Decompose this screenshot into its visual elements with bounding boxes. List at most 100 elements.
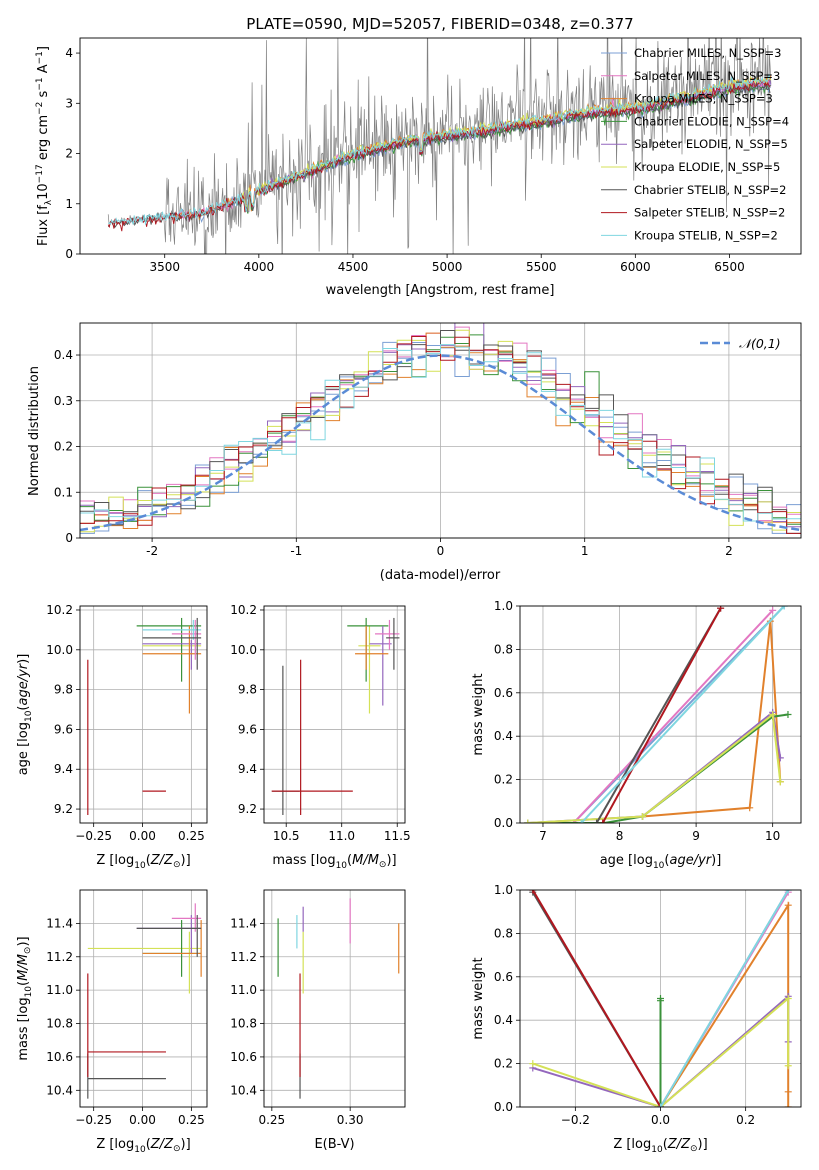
mass-vs-EBV-panel: 0.25 0.30 10.4 10.6 10.8 11.0 11.2 11.4 E(B-V) <box>230 889 406 1152</box>
label-fragment: ( <box>146 1137 151 1152</box>
label-fragment: 10 <box>24 986 34 998</box>
weight-line <box>659 890 790 1107</box>
weight-line <box>642 621 782 818</box>
x-tick-label: -2 <box>146 544 158 558</box>
legend-entry: Chabrier ELODIE, N_SSP=4 <box>634 114 789 128</box>
x-tick-label: 11.5 <box>384 829 411 843</box>
y-tick-label: 10.2 <box>230 603 257 617</box>
histogram-kroupa-stelib <box>80 344 801 522</box>
label-fragment: ] <box>36 46 51 51</box>
spectrum-plot-area <box>107 38 772 254</box>
label-fragment: age [log <box>16 722 31 775</box>
y-tick-label: 1.0 <box>494 883 513 897</box>
model-spectrum-chabrier-stelib <box>107 81 771 229</box>
label-fragment: 10 <box>134 1145 146 1155</box>
weight-marker <box>717 606 725 612</box>
y-tick-label: 10.8 <box>230 1017 257 1031</box>
label-fragment: ⊙ <box>379 860 387 870</box>
x-tick-label: 3500 <box>149 260 180 274</box>
label-fragment: ( <box>664 853 669 868</box>
x-tick-label: 9 <box>692 829 700 843</box>
y-tick-label: 9.4 <box>54 762 73 776</box>
legend-entry: 𝒩(0,1) <box>739 336 781 351</box>
weight-line <box>659 901 790 1107</box>
y-tick-label: 11.2 <box>46 950 73 964</box>
weight-marker <box>784 890 792 894</box>
x-tick-label: 0.2 <box>736 1113 755 1127</box>
legend-entry: Salpeter STELIB, N_SSP=2 <box>634 206 785 220</box>
y-axis-label: age [log10(age/yr)] <box>16 654 34 776</box>
age-vs-Z-panel: −0.25 0.00 0.259.29.49.69.810.010.2Z [log1… <box>16 603 208 871</box>
model-spectrum-kroupa-stelib <box>107 73 771 226</box>
label-fragment: )] <box>698 1137 708 1152</box>
x-tick-label: −0.2 <box>561 1113 590 1127</box>
y-tick-label: 9.8 <box>54 683 73 697</box>
histogram-chabrier-stelib <box>80 330 801 534</box>
label-fragment: )] <box>711 853 721 868</box>
mass-vs-Z-plot-area <box>87 903 202 1099</box>
y-tick-label: 0 <box>65 531 73 545</box>
x-tick-label: 10.5 <box>273 829 300 843</box>
y-axis-label: mass weight <box>471 957 486 1039</box>
x-tick-label: 8 <box>616 829 624 843</box>
label-fragment: M/M <box>16 954 31 981</box>
label-fragment: Normed distribution <box>27 366 42 496</box>
x-axis-label: age [log10(age/yr)] <box>600 853 722 871</box>
y-axis-label: mass weight <box>471 673 486 755</box>
x-tick-label: -1 <box>290 544 302 558</box>
spectrum-panel: 3500 4000 4500 5000 5500 6000 6500 0 1 2 3 4 Chabrie… <box>35 37 802 298</box>
y-tick-label: 0.1 <box>54 485 73 499</box>
y-axis-label: mass [log10(M/M⊙)] <box>16 936 34 1060</box>
spectrum-legend: Chabrier MILES, N_SSP=3 Salpeter MILES, N… <box>601 46 789 242</box>
label-fragment: mass weight <box>471 957 486 1039</box>
weight-marker <box>529 1060 537 1068</box>
label-fragment: erg cm <box>36 115 51 164</box>
label-fragment: ( <box>347 853 352 868</box>
label-fragment: ⊙ <box>173 1144 181 1154</box>
label-fragment: 10 <box>36 183 51 200</box>
y-tick-label: 3 <box>65 96 73 110</box>
y-tick-label: 9.6 <box>54 722 73 736</box>
label-fragment: mass [log <box>272 853 335 868</box>
label-fragment: )] <box>181 1137 191 1152</box>
y-tick-label: 0.4 <box>494 729 513 743</box>
legend-entry: Salpeter ELODIE, N_SSP=5 <box>634 137 788 151</box>
label-fragment: )] <box>16 936 31 946</box>
weight-marker <box>769 711 777 718</box>
axes-frame <box>79 605 208 824</box>
y-tick-label: 2 <box>65 147 73 161</box>
mass-vs-Z-panel: −0.25 0.00 0.25 10.4 10.6 10.8 11.0 11.2 11.4 Z [… <box>16 889 208 1155</box>
legend-entry: Chabrier STELIB, N_SSP=2 <box>634 183 786 197</box>
y-tick-label: 10.6 <box>46 1050 73 1064</box>
x-axis-label: (data-model)/error <box>380 568 501 583</box>
x-axis-label: mass [log10(M/M⊙)] <box>272 853 396 871</box>
y-axis-label: Flux [fλ10−17 erg cm−2 s−1 A−1] <box>35 46 54 246</box>
label-fragment: wavelength [Angstrom, rest frame] <box>326 283 555 298</box>
y-tick-label: 10.6 <box>230 1050 257 1064</box>
x-tick-label: 4000 <box>244 260 275 274</box>
weight-line <box>580 606 785 823</box>
weight-marker <box>639 812 647 820</box>
mass-weight-vs-age-plot-area <box>524 606 792 823</box>
weight-marker <box>599 819 607 823</box>
age-vs-mass-plot-area <box>271 617 400 816</box>
label-fragment: Z [log <box>613 1137 651 1152</box>
label-fragment: −2 <box>35 102 45 115</box>
label-fragment: )] <box>181 853 191 868</box>
weight-marker <box>784 1103 792 1107</box>
weight-marker <box>529 890 537 894</box>
label-fragment: Z/Z <box>150 1137 174 1152</box>
x-tick-label: −0.25 <box>75 829 112 843</box>
weight-line <box>601 607 722 823</box>
weight-marker <box>784 995 792 1002</box>
label-fragment: λ <box>44 199 54 205</box>
x-tick-label: 0.00 <box>129 1113 156 1127</box>
label-fragment: 10 <box>24 710 34 722</box>
x-tick-label: −0.25 <box>75 1113 112 1127</box>
label-fragment: ⊙ <box>173 860 181 870</box>
label-fragment: age [log <box>600 853 653 868</box>
axes-frame <box>79 889 208 1108</box>
label-fragment: −1 <box>35 51 45 64</box>
label-fragment: )] <box>16 654 31 664</box>
label-fragment: (data-model)/error <box>380 568 501 583</box>
